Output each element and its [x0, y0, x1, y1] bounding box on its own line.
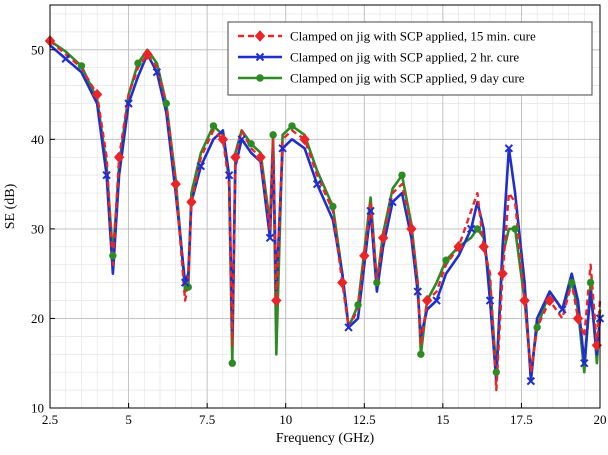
series-2-point [265, 233, 275, 243]
series-line-2 [49, 44, 602, 383]
series-2-point [224, 170, 234, 180]
series-1-point [217, 133, 229, 146]
series-1-point [271, 294, 282, 307]
series-3-point [417, 350, 425, 358]
series-2-point [485, 296, 495, 305]
series-2-point [102, 170, 111, 180]
series-2-point [466, 224, 476, 234]
y-tick-label: 30 [31, 221, 44, 236]
series-3-point [329, 202, 337, 211]
series-markers [44, 35, 605, 386]
series-2-point [526, 376, 536, 386]
series-2-point [580, 359, 589, 368]
series-3-point [373, 278, 381, 287]
series-2-point [344, 323, 353, 332]
series-1-point [572, 312, 584, 325]
series-2-point [432, 296, 441, 305]
series-3-point [269, 131, 277, 139]
x-tick-label: 17.5 [510, 412, 533, 427]
series-1-point [544, 294, 555, 307]
x-tick-label: 5 [125, 412, 132, 427]
series-3-point [398, 171, 406, 179]
series-1-point [377, 232, 389, 244]
series-2-point [152, 67, 162, 77]
series-1-point [478, 241, 489, 253]
series-3-point [511, 225, 519, 233]
series-1-point [406, 223, 417, 235]
series-3-point [442, 256, 450, 264]
series-1-point [186, 196, 197, 208]
series-3-point [492, 368, 500, 376]
series-1-point [170, 178, 181, 190]
legend-label: Clamped on jig with SCP applied, 2 hr. c… [290, 50, 519, 65]
series-1-point [142, 48, 153, 61]
legend-label: Clamped on jig with SCP applied, 9 day c… [290, 71, 525, 86]
legend-label: Clamped on jig with SCP applied, 15 min.… [290, 29, 536, 44]
series-2-point [558, 305, 567, 314]
x-tick-label: 7.5 [199, 412, 215, 427]
legend-box [227, 21, 593, 96]
plot-frame [49, 4, 601, 409]
series-2-point [196, 161, 206, 171]
y-tick-label: 20 [31, 311, 44, 326]
legend: Clamped on jig with SCP applied, 15 min.… [227, 21, 593, 96]
series-3-point [568, 278, 576, 287]
series-1-point [255, 151, 266, 163]
y-tick-label: 10 [31, 401, 44, 416]
series-1-point [91, 88, 103, 101]
series-2-point [180, 278, 190, 287]
series-2-point [413, 287, 422, 296]
series-2-point [237, 135, 246, 144]
series-3-point [533, 323, 541, 332]
series-1-point [453, 241, 464, 253]
series-3-point [134, 59, 142, 67]
series-1-point [497, 267, 508, 280]
series-2-point [124, 99, 133, 108]
x-tick-label: 10 [279, 412, 292, 427]
series-2-point [504, 144, 514, 153]
series-1-point [337, 276, 348, 289]
series-1-point [113, 151, 125, 163]
x-ticks: 2.5 5 7.5 10 12.5 15 17.5 20 [42, 403, 607, 427]
series-1-point [230, 151, 241, 163]
series-2-point [366, 206, 375, 216]
series-3-point [354, 301, 362, 309]
series-3-point [247, 140, 255, 148]
series-3-point [288, 122, 296, 130]
series-3-point [209, 122, 218, 130]
series-3-point [586, 278, 595, 287]
series-1-point [421, 294, 433, 307]
x-axis-label: Frequency (GHz) [276, 431, 375, 446]
x-tick-label: 15 [436, 412, 449, 427]
y-ticks: 10 20 30 40 50 [31, 42, 55, 416]
y-axis-label: SE (dB) [3, 183, 18, 229]
y-tick-label: 40 [31, 132, 44, 147]
y-tick-label: 50 [31, 42, 44, 57]
legend-marker [254, 30, 266, 42]
series-2-point [278, 144, 287, 153]
series-3-point [77, 62, 86, 70]
series-2-point [388, 197, 397, 207]
series-1-point [359, 250, 370, 262]
legend-marker [255, 52, 265, 62]
x-tick-label: 2.5 [42, 412, 58, 427]
x-tick-label: 12.5 [353, 412, 376, 427]
series-2-point [312, 179, 322, 189]
legend-marker [256, 74, 264, 82]
series-3-point [162, 99, 170, 108]
series-1-point [519, 294, 530, 307]
series-3-point [473, 225, 482, 233]
series-3-point [109, 252, 117, 260]
x-tick-label: 20 [594, 412, 607, 427]
series-1-point [299, 133, 310, 146]
series-3-point [228, 359, 236, 367]
series-2-point [61, 54, 70, 63]
